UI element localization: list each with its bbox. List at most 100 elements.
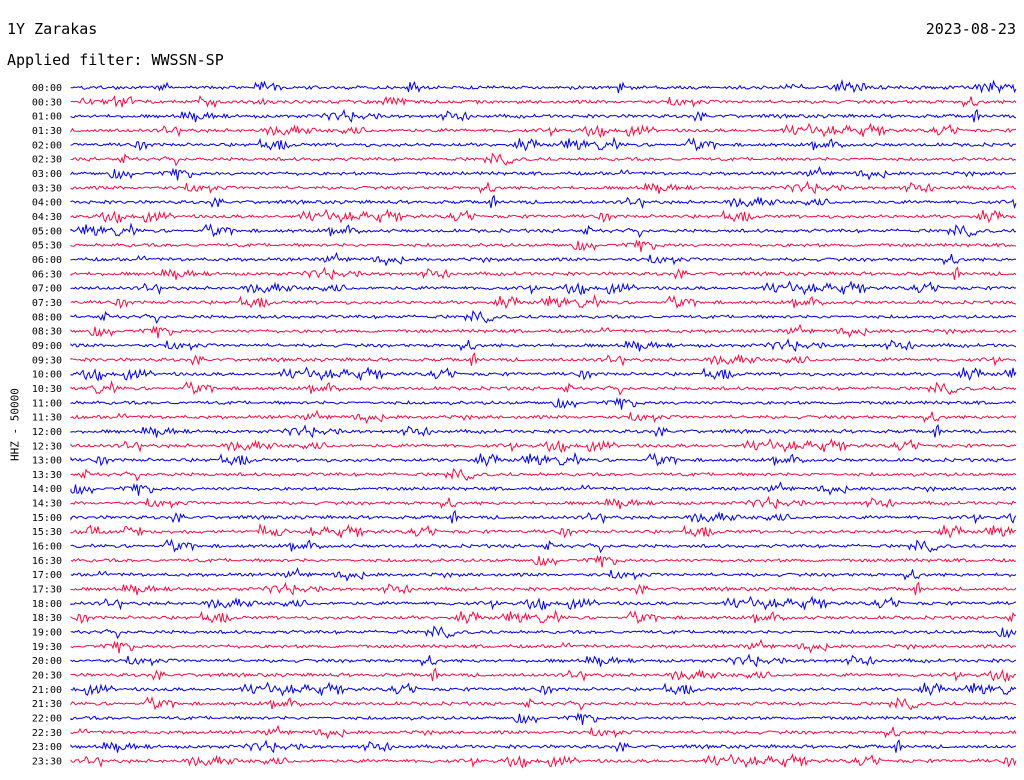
seismic-trace-0600	[70, 251, 1017, 267]
time-row-label: 07:00	[32, 284, 62, 295]
seismic-trace-0930	[70, 352, 1017, 367]
seismic-trace-0800	[70, 310, 1017, 324]
seismic-trace-0100	[70, 108, 1017, 123]
time-row-label: 06:30	[32, 269, 62, 280]
seismic-trace-0900	[70, 338, 1017, 352]
time-row-label: 07:30	[32, 298, 62, 309]
time-row-label: 23:00	[32, 742, 62, 753]
seismic-trace-1500	[70, 509, 1017, 525]
seismic-trace-1730	[70, 581, 1017, 596]
time-row-label: 09:30	[32, 355, 62, 366]
station-title: 1Y Zarakas	[7, 20, 98, 38]
seismic-trace-2300	[70, 739, 1017, 754]
time-row-label: 20:30	[32, 671, 62, 682]
seismic-trace-0130	[70, 122, 1017, 138]
time-row-label: 11:00	[32, 398, 62, 409]
time-row-label: 04:30	[32, 212, 62, 223]
time-row-label: 08:00	[32, 312, 62, 323]
time-row-label: 18:00	[32, 599, 62, 610]
time-row-label: 21:30	[32, 699, 62, 710]
seismic-trace-1830	[70, 609, 1017, 625]
time-row-label: 12:30	[32, 441, 62, 452]
seismic-trace-0400	[70, 194, 1017, 210]
seismic-trace-0430	[70, 208, 1017, 224]
seismic-trace-1100	[70, 396, 1017, 410]
time-row-label: 15:30	[32, 527, 62, 538]
record-date: 2023-08-23	[925, 20, 1016, 38]
seismic-trace-1000	[70, 366, 1017, 382]
time-row-label: 03:00	[32, 169, 62, 180]
time-row-label: 19:00	[32, 628, 62, 639]
seismic-trace-2100	[70, 681, 1017, 697]
time-row-label: 11:30	[32, 413, 62, 424]
time-row-label: 14:30	[32, 499, 62, 510]
time-row-label: 09:00	[32, 341, 62, 352]
seismic-trace-0830	[70, 323, 1017, 339]
seismic-trace-1130	[70, 409, 1017, 425]
seismic-trace-2200	[70, 712, 1017, 725]
seismic-trace-2030	[70, 667, 1017, 683]
time-row-label: 00:30	[32, 97, 62, 108]
seismic-trace-0000	[70, 79, 1017, 94]
time-row-label: 02:00	[32, 140, 62, 151]
time-row-label: 00:00	[32, 83, 62, 94]
time-row-label: 18:30	[32, 613, 62, 624]
applied-filter-label: Applied filter: WWSSN-SP	[7, 51, 224, 69]
time-row-label: 17:00	[32, 570, 62, 581]
seismic-trace-0200	[70, 136, 1017, 152]
seismic-trace-0300	[70, 165, 1017, 181]
seismic-trace-1800	[70, 595, 1017, 611]
time-row-label: 16:00	[32, 542, 62, 553]
seismic-trace-0700	[70, 280, 1017, 296]
time-row-label: 22:30	[32, 728, 62, 739]
seismic-trace-1200	[70, 423, 1017, 438]
time-row-label: 14:00	[32, 484, 62, 495]
time-row-label: 16:30	[32, 556, 62, 567]
seismic-trace-1300	[70, 451, 1017, 467]
seismic-trace-2130	[70, 696, 1017, 711]
time-row-label: 05:30	[32, 241, 62, 252]
seismic-trace-1930	[70, 638, 1017, 654]
time-row-label: 13:30	[32, 470, 62, 481]
seismic-trace-0730	[70, 294, 1017, 310]
time-row-label: 04:00	[32, 198, 62, 209]
seismic-trace-1900	[70, 625, 1017, 640]
time-row-label: 20:00	[32, 656, 62, 667]
time-row-label: 01:30	[32, 126, 62, 137]
time-row-label: 13:00	[32, 456, 62, 467]
time-row-label: 06:00	[32, 255, 62, 266]
seismic-trace-0500	[70, 222, 1017, 239]
time-row-label: 15:00	[32, 513, 62, 524]
seismic-trace-1630	[70, 554, 1017, 568]
seismic-trace-1330	[70, 467, 1017, 482]
seismic-trace-1700	[70, 567, 1017, 582]
seismic-trace-0330	[70, 180, 1017, 195]
time-row-label: 12:00	[32, 427, 62, 438]
seismic-trace-0630	[70, 266, 1017, 281]
time-row-label: 22:00	[32, 714, 62, 725]
time-row-label: 10:00	[32, 370, 62, 381]
time-row-label: 02:30	[32, 155, 62, 166]
time-row-label: 01:00	[32, 112, 62, 123]
seismic-trace-1530	[70, 523, 1017, 539]
seismic-trace-1600	[70, 538, 1017, 554]
time-row-label: 19:30	[32, 642, 62, 653]
seismic-trace-2330	[70, 753, 1017, 769]
time-row-label: 03:30	[32, 183, 62, 194]
seismic-trace-1230	[70, 438, 1017, 454]
time-row-label: 17:30	[32, 585, 62, 596]
time-row-label: 23:30	[32, 757, 62, 768]
time-row-label: 08:30	[32, 327, 62, 338]
seismic-trace-0230	[70, 152, 1017, 167]
time-row-label: 21:00	[32, 685, 62, 696]
seismic-trace-2000	[70, 653, 1017, 668]
seismic-trace-0530	[70, 239, 1017, 253]
seismic-trace-0030	[70, 95, 1017, 108]
time-row-label: 10:30	[32, 384, 62, 395]
seismic-trace-1430	[70, 495, 1017, 510]
seismic-trace-2230	[70, 724, 1017, 740]
seismic-trace-1400	[70, 481, 1017, 496]
seismic-trace-1030	[70, 380, 1017, 396]
time-row-label: 05:00	[32, 226, 62, 237]
